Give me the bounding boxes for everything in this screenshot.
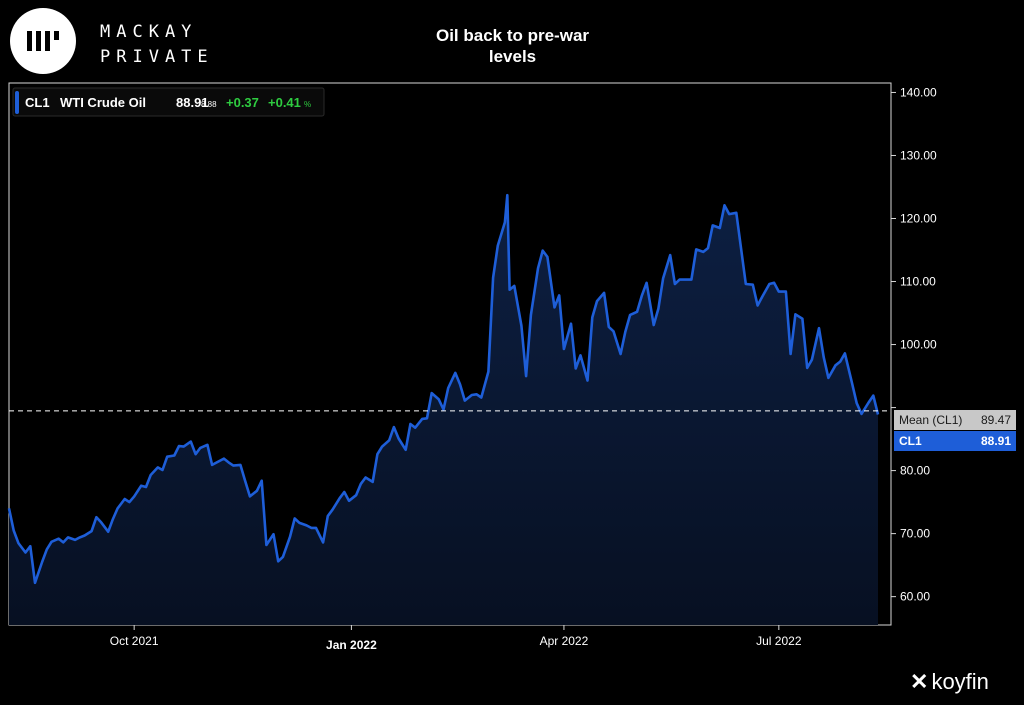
koyfin-watermark: ✕ koyfin (910, 669, 989, 695)
koyfin-logo-icon: ✕ (910, 669, 929, 694)
y-tick-label: 70.00 (900, 527, 930, 541)
logo-wordmark: MACKAY PRIVATE (100, 20, 214, 70)
legend-price: 88.91 (176, 95, 209, 110)
series-line-wti (7, 193, 880, 585)
x-tick-label: Jul 2022 (756, 634, 802, 648)
last-value-label: CL1 88.91 (894, 431, 1016, 451)
last-label-name: CL1 (899, 434, 922, 448)
legend-sub-price: 8.88 (201, 100, 217, 109)
y-axis: 60.00 70.00 80.00 100.00 110.00 120.00 130.00 1… (891, 85, 937, 604)
legend-change: +0.37 (226, 95, 259, 110)
chart-title-line-2: levels (488, 47, 537, 66)
line-layer (7, 193, 880, 585)
x-tick-label: Oct 2021 (110, 634, 159, 648)
x-tick-label: Jan 2022 (326, 638, 377, 652)
logo-line-1: MACKAY (100, 22, 198, 42)
x-tick-label: Apr 2022 (540, 634, 589, 648)
legend-series-color (15, 91, 19, 114)
last-label-value: 88.91 (981, 434, 1011, 448)
legend-change-pct: +0.41 (268, 95, 301, 110)
y-tick-label: 130.00 (900, 148, 937, 162)
koyfin-wordmark: koyfin (931, 669, 989, 694)
mackay-private-logo: MACKAY PRIVATE (10, 8, 208, 78)
chart-title-line-1: Oil back to pre-war (435, 26, 590, 45)
mean-label-name: Mean (CL1) (899, 413, 962, 427)
y-tick-label: 60.00 (900, 590, 930, 604)
mean-label-value: 89.47 (981, 413, 1011, 427)
logo-line-2: PRIVATE (100, 47, 214, 67)
legend-pct-sign: % (304, 100, 311, 109)
y-tick-label: 140.00 (900, 85, 937, 99)
logo-emblem (10, 8, 76, 74)
mean-value-label: Mean (CL1) 89.47 (894, 410, 1016, 430)
y-tick-label: 100.00 (900, 338, 937, 352)
y-tick-label: 80.00 (900, 464, 930, 478)
y-tick-label: 120.00 (900, 212, 937, 226)
legend: CL1 WTI Crude Oil 88.91 8.88 +0.37 +0.41… (12, 87, 325, 117)
x-axis: Oct 2021 Jan 2022 Apr 2022 Jul 2022 (110, 625, 802, 652)
y-tick-label: 110.00 (900, 275, 936, 289)
legend-ticker: CL1 (25, 95, 50, 110)
chart-title: Oil back to pre-war levels (380, 25, 645, 67)
legend-series-name: WTI Crude Oil (60, 95, 146, 110)
